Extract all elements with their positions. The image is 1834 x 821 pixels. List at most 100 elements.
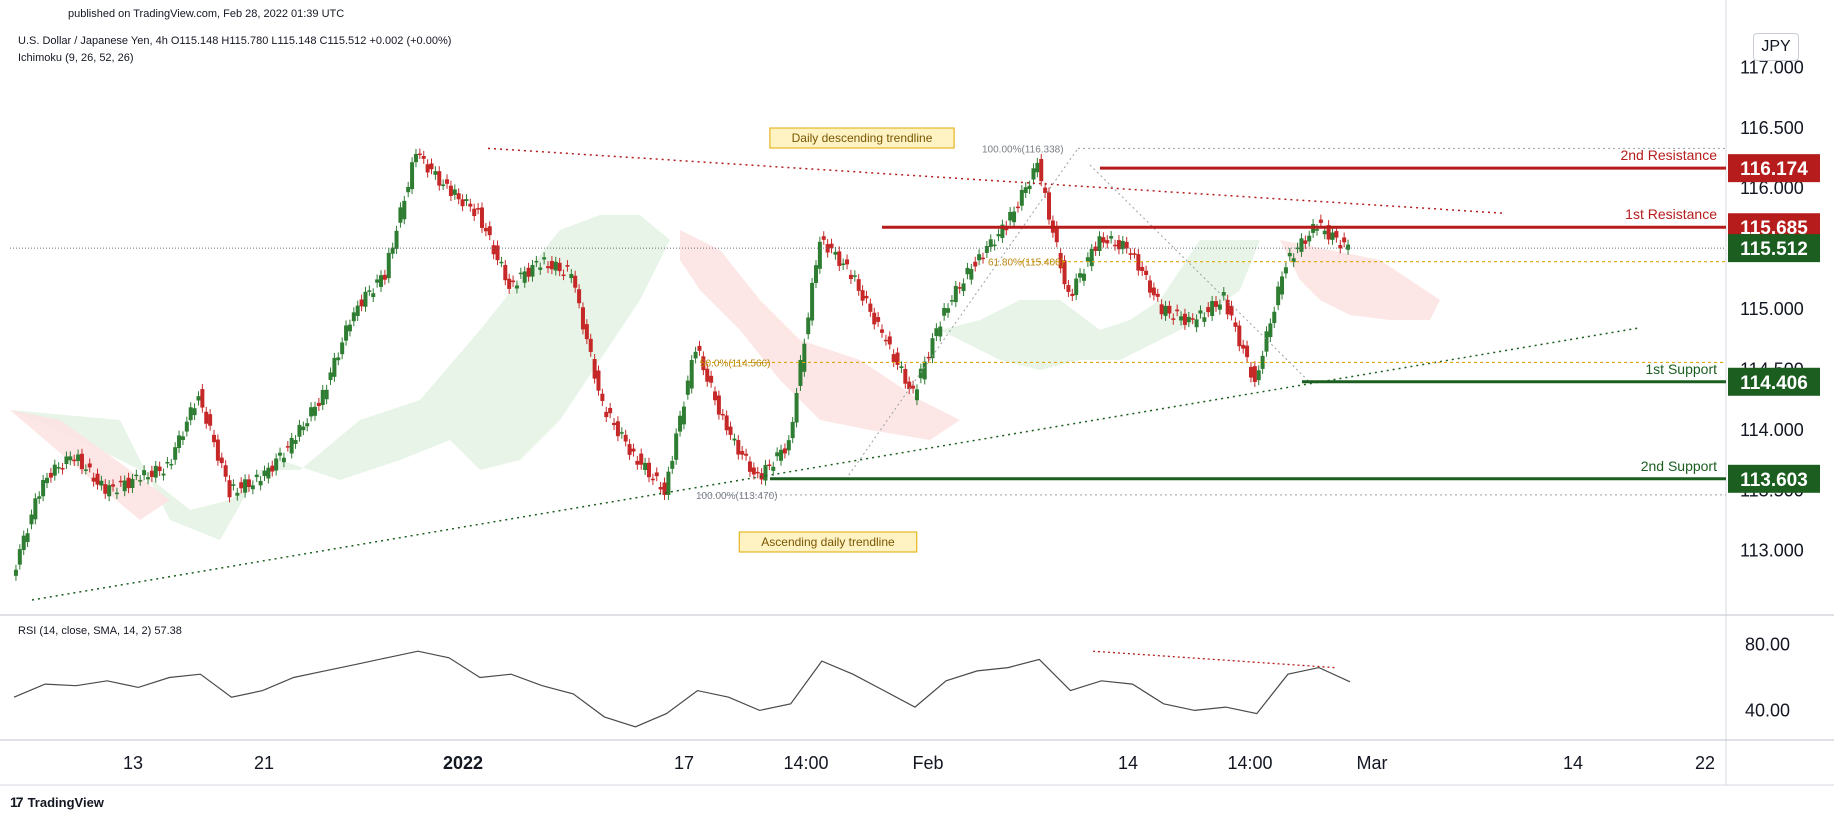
candle-body (192, 408, 197, 416)
candle-body (1093, 246, 1098, 251)
candle-body (371, 293, 376, 298)
candle-body (1159, 304, 1164, 315)
candle-body (479, 207, 484, 228)
candle-body (64, 456, 69, 465)
candle-body (662, 482, 667, 495)
candle-body (740, 451, 745, 455)
candle-body (1081, 273, 1086, 281)
ichimoku-indicator-label[interactable]: Ichimoku (9, 26, 52, 26) (18, 52, 134, 64)
candle-body (1206, 307, 1211, 313)
candle-body (848, 274, 853, 279)
candle-body (911, 385, 916, 389)
candle-body (623, 434, 628, 442)
candle-body (1101, 237, 1106, 243)
fib-label-50: 50.0%(114.566) (700, 358, 770, 369)
candle-body (666, 471, 671, 495)
candle-body (375, 279, 380, 283)
candle-body (1008, 212, 1013, 221)
candle-body (1124, 241, 1129, 249)
candle-body (483, 227, 488, 232)
candle-body (670, 460, 675, 469)
candle-body (977, 254, 982, 261)
candle-body (755, 471, 760, 474)
candle-body (406, 186, 411, 193)
candle-body (891, 354, 896, 363)
candle-body (1303, 240, 1308, 244)
candle-body (421, 155, 426, 159)
candle-body (1105, 240, 1110, 244)
candle-body (612, 422, 617, 426)
candle-body (111, 484, 116, 487)
candle-body (969, 268, 974, 280)
candle-body (99, 480, 104, 486)
candle-body (1330, 232, 1335, 240)
fib-label-top: 100.00%(116.338) (982, 144, 1064, 155)
rsi-tick-label: 80.00 (1745, 635, 1790, 655)
rsi-indicator-label[interactable]: RSI (14, close, SMA, 14, 2) 57.38 (18, 625, 182, 637)
rsi-tick-label: 40.00 (1745, 700, 1790, 720)
candle-body (161, 473, 166, 476)
candle-body (122, 480, 127, 492)
candle-body (678, 415, 683, 432)
candle-body (1163, 305, 1168, 316)
candle-body (1109, 236, 1114, 239)
candle-body (1182, 313, 1187, 325)
candle-body (367, 290, 372, 292)
candle-body (946, 308, 951, 313)
tradingview-logo[interactable]: 17 TradingView (10, 794, 104, 810)
candle-body (798, 359, 803, 386)
candle-body (569, 273, 574, 279)
candle-body (72, 459, 77, 462)
time-tick-label: 14:00 (783, 753, 828, 773)
candle-body (1322, 230, 1327, 235)
candle-body (1136, 254, 1141, 271)
candle-body (876, 317, 881, 322)
candle-body (639, 453, 644, 465)
candle-body (363, 291, 368, 307)
candle-body (1268, 323, 1273, 338)
candle-body (557, 262, 562, 272)
time-tick-label: 14 (1563, 753, 1583, 773)
candle-body (914, 389, 919, 401)
candle-body (274, 458, 279, 471)
candle-body (118, 480, 123, 483)
candle-body (1264, 331, 1269, 352)
candle-body (1140, 266, 1145, 271)
candle-body (258, 480, 263, 486)
time-tick-label: 21 (254, 753, 274, 773)
descending-trendline (487, 147, 1506, 215)
time-tick-label: Mar (1357, 753, 1388, 773)
candle-body (728, 426, 733, 435)
candle-body (980, 257, 985, 260)
candle-body (674, 433, 679, 460)
candle-body (949, 300, 954, 302)
candle-body (1210, 300, 1215, 316)
candle-body (786, 440, 791, 451)
candle-body (312, 406, 317, 416)
candle-body (1233, 322, 1238, 327)
candle-body (309, 407, 314, 417)
candle-body (860, 290, 865, 301)
candle-body (681, 406, 686, 425)
candle-body (1171, 318, 1176, 320)
candle-body (1338, 245, 1343, 249)
candle-body (184, 421, 189, 432)
candle-body (596, 370, 601, 391)
candle-body (130, 478, 135, 488)
candle-body (1221, 292, 1226, 296)
candle-body (169, 463, 174, 466)
time-tick-label: 2022 (443, 753, 483, 773)
level-label: 1st Resistance (1625, 206, 1717, 222)
candle-body (452, 189, 457, 195)
candle-body (961, 283, 966, 292)
candle-body (992, 244, 997, 247)
candle-body (1132, 253, 1137, 255)
candle-body (646, 462, 651, 478)
candle-body (1035, 162, 1040, 173)
currency-button[interactable]: JPY (1753, 33, 1799, 61)
candle-body (254, 474, 259, 478)
candle-body (736, 440, 741, 455)
candle-body (1291, 258, 1296, 263)
candle-body (650, 478, 655, 481)
